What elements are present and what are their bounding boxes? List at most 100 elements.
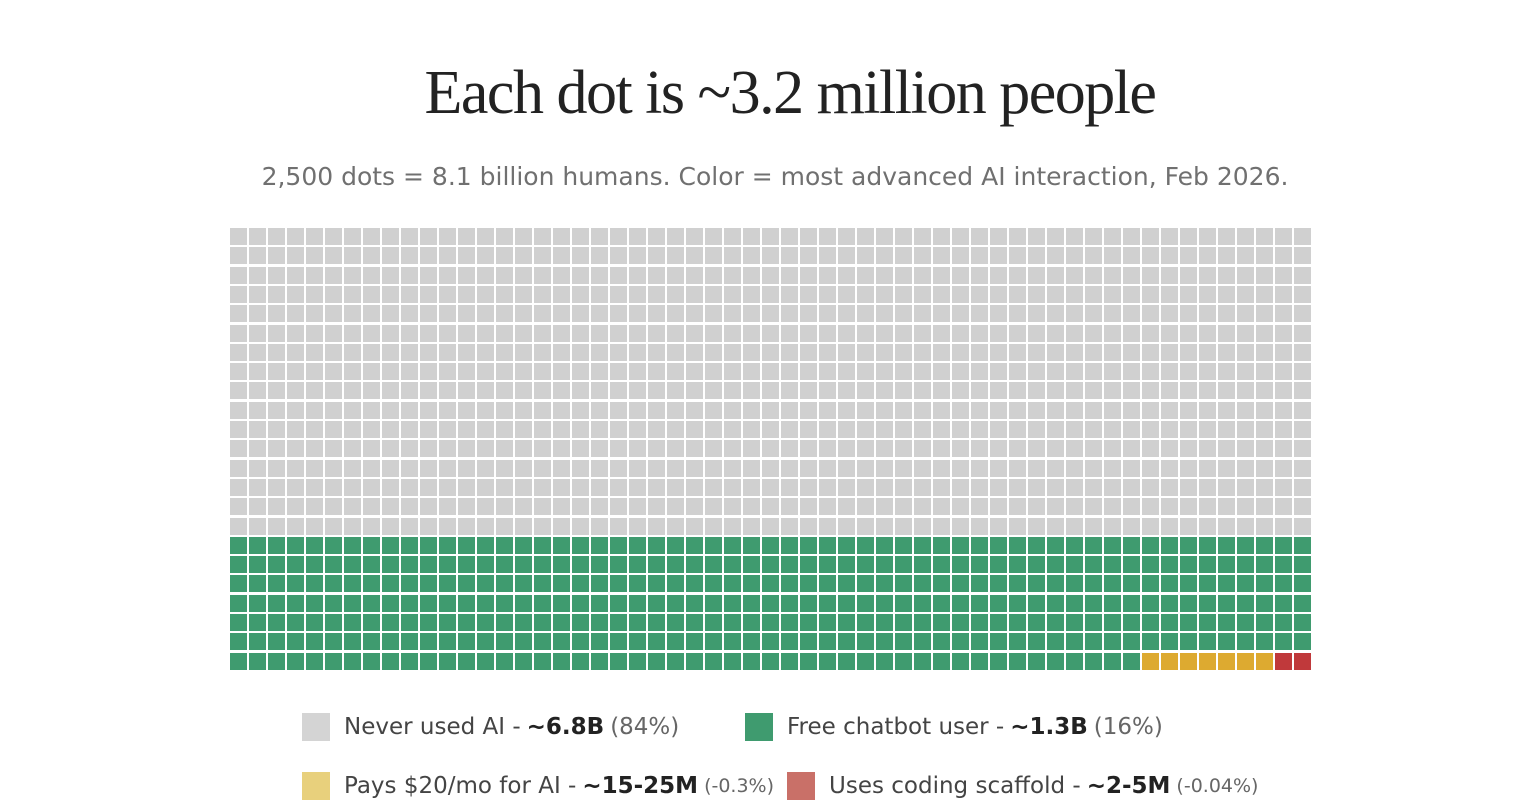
dot-never — [743, 363, 760, 381]
dot-never — [838, 363, 855, 381]
dot-free — [838, 652, 855, 670]
dot-never — [819, 382, 836, 400]
dot-never — [401, 382, 418, 400]
dot-never — [648, 228, 665, 245]
dot-never — [230, 440, 247, 458]
dot-never — [952, 228, 969, 245]
dot-never — [1085, 247, 1102, 265]
dot-never — [971, 228, 988, 245]
dot-never — [553, 421, 570, 438]
dot-free — [1294, 556, 1311, 574]
dot-never — [686, 324, 703, 342]
dot-never — [914, 343, 931, 361]
dot-never — [648, 266, 665, 284]
dot-never — [895, 324, 912, 342]
dot-never — [477, 247, 494, 265]
dot-never — [572, 478, 589, 496]
dot-free — [306, 575, 323, 593]
dot-never — [1218, 343, 1235, 361]
dot-pays — [1237, 652, 1254, 670]
dot-never — [1199, 459, 1216, 477]
dot-never — [439, 498, 456, 516]
dot-never — [344, 401, 361, 419]
dot-free — [838, 536, 855, 554]
dot-never — [1047, 440, 1064, 458]
dot-never — [306, 440, 323, 458]
dot-never — [572, 401, 589, 419]
dot-free — [686, 575, 703, 593]
dot-never — [1085, 266, 1102, 284]
dot-never — [648, 498, 665, 516]
dot-never — [876, 401, 893, 419]
dot-free — [990, 633, 1007, 651]
dot-never — [762, 382, 779, 400]
dot-never — [876, 266, 893, 284]
dot-never — [724, 305, 741, 323]
dot-free — [496, 614, 513, 631]
dot-never — [971, 401, 988, 419]
dot-never — [1028, 305, 1045, 323]
dot-free — [1199, 594, 1216, 612]
dot-free — [1123, 575, 1140, 593]
dot-free — [1142, 614, 1159, 631]
dot-never — [838, 421, 855, 438]
dot-never — [781, 324, 798, 342]
dot-pays — [1199, 652, 1216, 670]
dot-free — [933, 536, 950, 554]
dot-never — [724, 440, 741, 458]
dot-never — [1237, 382, 1254, 400]
dot-never — [382, 247, 399, 265]
dot-free — [1085, 575, 1102, 593]
dot-never — [325, 517, 342, 535]
dot-never — [287, 459, 304, 477]
dot-never — [762, 363, 779, 381]
legend-swatch-never-used — [302, 713, 330, 741]
dot-never — [743, 324, 760, 342]
dot-never — [838, 324, 855, 342]
dot-never — [610, 421, 627, 438]
dot-free — [1256, 614, 1273, 631]
dot-never — [268, 421, 285, 438]
dot-never — [515, 343, 532, 361]
dot-free — [686, 614, 703, 631]
dot-free — [648, 633, 665, 651]
dot-free — [800, 556, 817, 574]
dot-never — [933, 305, 950, 323]
dot-free — [420, 536, 437, 554]
dot-free — [230, 575, 247, 593]
dot-never — [629, 517, 646, 535]
dot-never — [477, 363, 494, 381]
dot-never — [610, 363, 627, 381]
dot-never — [363, 421, 380, 438]
dot-free — [344, 652, 361, 670]
dot-never — [838, 285, 855, 303]
dot-never — [1294, 247, 1311, 265]
dot-never — [819, 247, 836, 265]
dot-free — [458, 536, 475, 554]
dot-never — [838, 266, 855, 284]
dot-never — [515, 498, 532, 516]
dot-never — [534, 478, 551, 496]
dot-free — [1275, 594, 1292, 612]
dot-never — [344, 305, 361, 323]
dot-free — [325, 652, 342, 670]
dot-never — [724, 363, 741, 381]
dot-free — [553, 556, 570, 574]
dot-free — [553, 652, 570, 670]
dot-free — [1047, 614, 1064, 631]
dot-never — [344, 382, 361, 400]
dot-never — [572, 305, 589, 323]
dot-never — [857, 363, 874, 381]
dot-free — [1237, 556, 1254, 574]
dot-free — [591, 614, 608, 631]
dot-never — [971, 498, 988, 516]
dot-free — [838, 633, 855, 651]
dot-never — [1161, 266, 1178, 284]
dot-free — [306, 594, 323, 612]
dot-never — [1180, 266, 1197, 284]
dot-free — [1275, 614, 1292, 631]
dot-never — [1218, 228, 1235, 245]
dot-free — [876, 633, 893, 651]
dot-never — [800, 517, 817, 535]
dot-never — [306, 228, 323, 245]
